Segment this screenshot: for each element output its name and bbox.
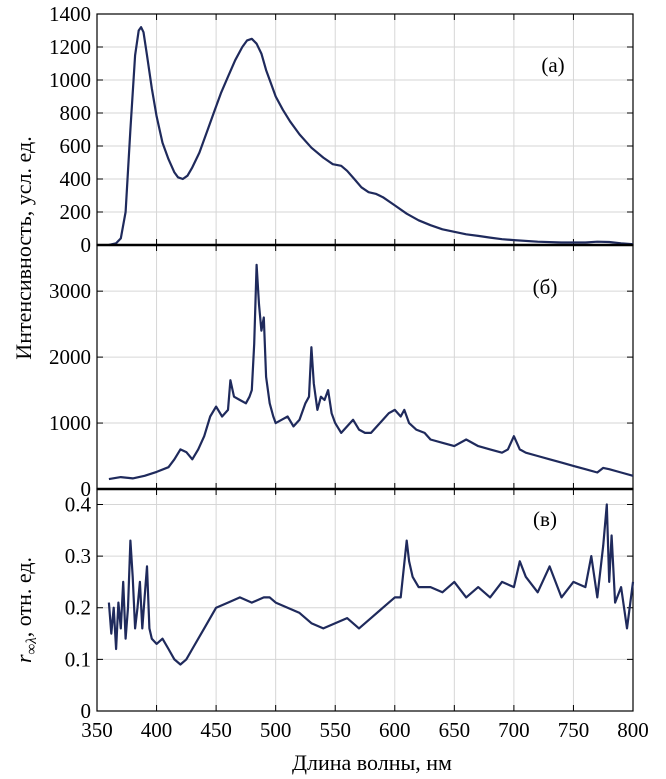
y-tick-label: 3000	[49, 279, 91, 303]
y-tick-label: 600	[60, 134, 92, 158]
y-tick-label: 0.4	[65, 492, 92, 516]
panel-label: (а)	[541, 53, 564, 77]
y-tick-label: 0.3	[65, 544, 91, 568]
x-tick-label: 450	[200, 718, 232, 742]
plot-frame	[96, 13, 634, 246]
y-axis-title-intensity: Интенсивность, усл. ед.	[11, 136, 36, 359]
panel-label: (б)	[533, 275, 558, 299]
series-line-1-1	[108, 26, 634, 247]
x-tick-label: 550	[319, 718, 351, 742]
panels: 0 200 400 600 800 1000 1200 1400 (а) 0 1000 2000 300…	[49, 2, 649, 742]
y-tick-label: 1400	[49, 2, 91, 26]
x-tick-label: 750	[558, 718, 590, 742]
x-tick-label: 500	[260, 718, 292, 742]
x-tick-label: 350	[81, 718, 113, 742]
panel-label: (в)	[533, 507, 557, 531]
x-tick-label: 650	[439, 718, 471, 742]
y-tick-label: 0	[81, 699, 92, 723]
y-tick-label: 1000	[49, 68, 91, 92]
y-tick-label: 1000	[49, 411, 91, 435]
panel-1: 0 200 400 600 800 1000 1200 1400 (а)	[49, 2, 634, 257]
y-tick-label: 200	[60, 200, 92, 224]
series-line-2-1	[108, 263, 634, 481]
x-tick-label: 800	[617, 718, 649, 742]
y-tick-label: 400	[60, 167, 92, 191]
y-tick-label: 0.1	[65, 647, 91, 671]
x-tick-label: 700	[498, 718, 530, 742]
y-tick-label: 0	[81, 477, 92, 501]
y-axis-title-reflectance: r∞λ, отн. ед.	[11, 557, 40, 663]
x-axis-title: Длина волны, нм	[292, 750, 452, 775]
x-tick-label: 600	[379, 718, 411, 742]
panel-2: 0 1000 2000 3000 (б)	[49, 244, 634, 501]
y-tick-label: 800	[60, 101, 92, 125]
y-tick-label: 0	[81, 233, 92, 257]
panel-3: 0 0.1 0.2 0.3 0.4 350 400 450 500 550 600 650 700 750…	[65, 488, 649, 742]
y-tick-label: 0.2	[65, 596, 91, 620]
y-tick-label: 1200	[49, 35, 91, 59]
series-line-3-1	[107, 503, 635, 666]
y-tick-label: 2000	[49, 345, 91, 369]
x-tick-label: 400	[141, 718, 173, 742]
